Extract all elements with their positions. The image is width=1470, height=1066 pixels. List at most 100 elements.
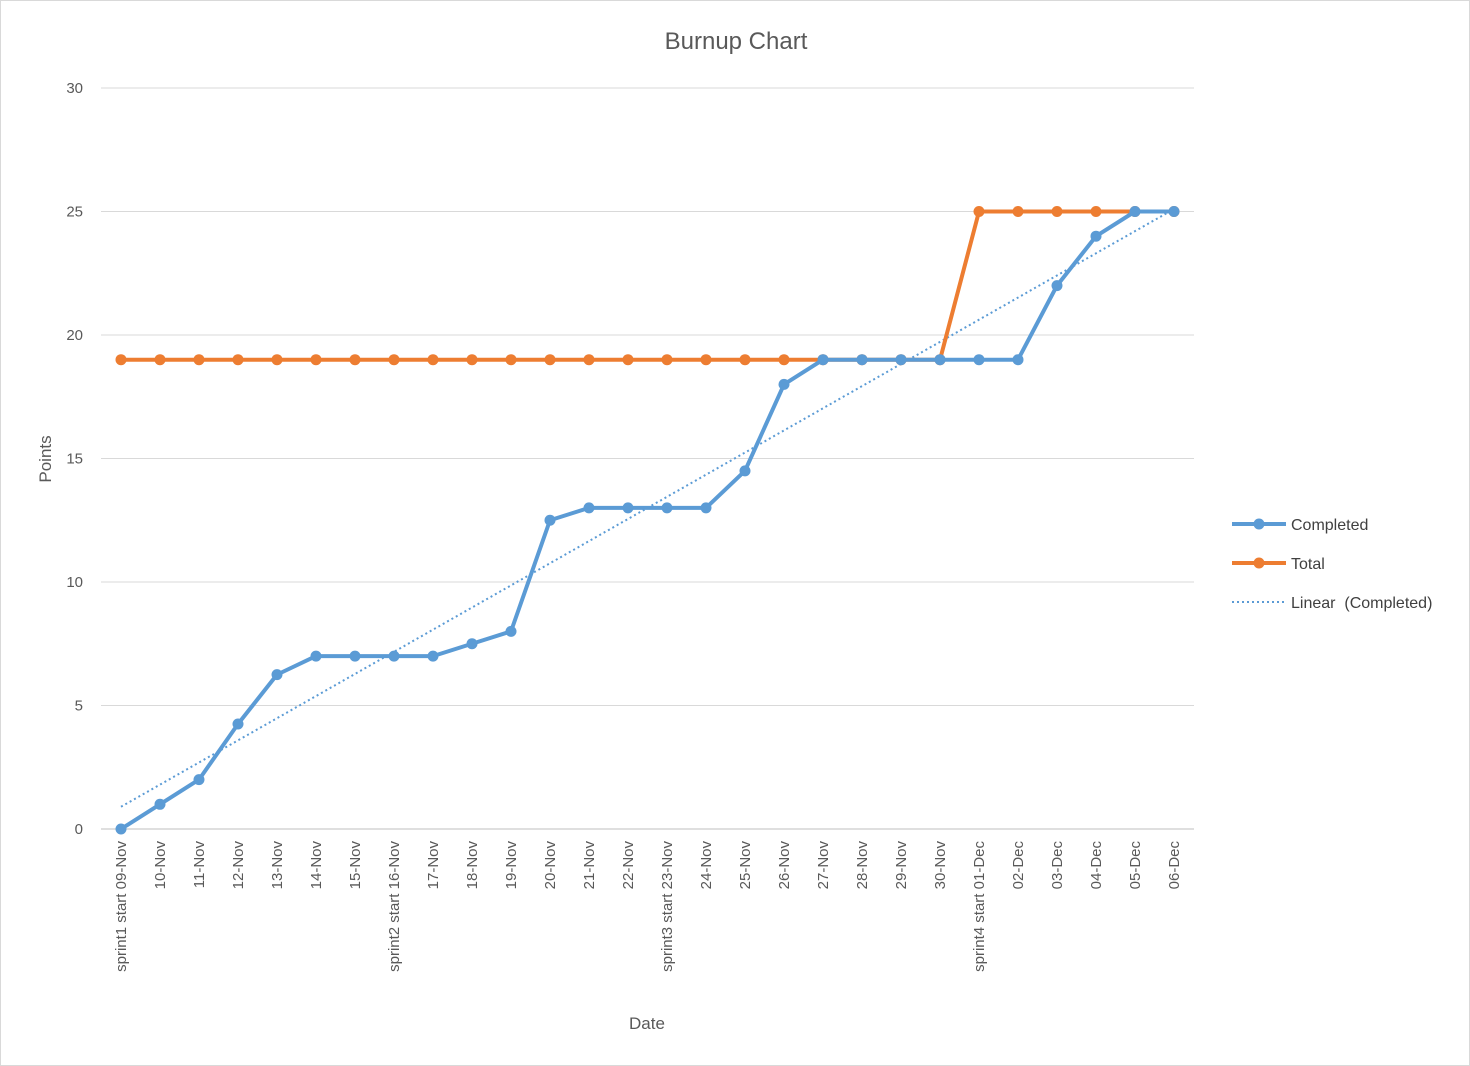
x-tick-label: 24-Nov — [698, 841, 715, 890]
x-tick-label: 17-Nov — [425, 841, 442, 890]
data-point-completed — [739, 465, 751, 477]
data-point-completed — [115, 823, 127, 835]
y-axis-ticks: 0 5 10 15 20 25 30 — [66, 80, 83, 838]
data-point-total — [661, 354, 673, 366]
data-point-total — [115, 354, 127, 366]
legend-marker-completed — [1253, 518, 1265, 530]
data-point-completed — [817, 354, 829, 366]
data-point-total — [1090, 206, 1102, 217]
data-point-total — [583, 354, 595, 366]
data-point-completed — [427, 650, 439, 662]
series-line-completed — [119, 209, 1176, 831]
legend-label-total: Total — [1291, 556, 1325, 573]
data-point-completed — [1129, 206, 1141, 217]
data-point-completed — [934, 354, 946, 366]
x-tick-label: 20-Nov — [542, 841, 559, 890]
data-point-total — [232, 354, 244, 366]
x-axis-ticks: sprint1 start 09-Nov 10-Nov 11-Nov 12-Nov 13… — [113, 841, 1183, 972]
data-point-completed — [700, 502, 712, 514]
data-point-completed — [973, 354, 985, 366]
legend-label-completed: Completed — [1291, 517, 1368, 534]
x-tick-label: 03-Dec — [1049, 841, 1066, 890]
x-tick-label: sprint1 start 09-Nov — [113, 841, 130, 972]
x-tick-label: 02-Dec — [1010, 841, 1027, 890]
data-point-total — [778, 354, 790, 366]
data-point-completed — [1168, 206, 1180, 217]
data-point-completed — [271, 669, 283, 681]
data-point-total — [388, 354, 400, 366]
y-tick-label: 5 — [75, 698, 83, 715]
x-tick-label: 11-Nov — [191, 841, 208, 889]
x-tick-label: 12-Nov — [230, 841, 247, 890]
data-point-total — [310, 354, 322, 366]
y-tick-label: 30 — [66, 80, 83, 97]
data-point-completed — [544, 514, 556, 526]
data-point-total — [700, 354, 712, 366]
x-tick-label: 04-Dec — [1088, 841, 1105, 890]
x-tick-label: 14-Nov — [308, 841, 325, 890]
data-point-completed — [661, 502, 673, 514]
x-tick-label: 26-Nov — [776, 841, 793, 890]
data-point-completed — [154, 798, 166, 810]
data-point-completed — [193, 774, 205, 786]
data-point-total — [154, 354, 166, 366]
series-line-total — [119, 209, 1176, 362]
series-group — [115, 206, 1180, 835]
data-point-total — [622, 354, 634, 366]
y-axis-label: Points — [36, 435, 55, 482]
data-point-completed — [778, 378, 790, 390]
x-tick-label: 19-Nov — [503, 841, 520, 890]
data-point-total — [973, 206, 985, 217]
data-point-total — [349, 354, 361, 366]
data-point-completed — [310, 650, 322, 662]
data-point-total — [505, 354, 517, 366]
data-point-total — [427, 354, 439, 366]
x-tick-label: 06-Dec — [1166, 841, 1183, 890]
x-tick-label: 21-Nov — [581, 841, 598, 890]
x-tick-label: sprint3 start 23-Nov — [659, 841, 676, 972]
x-tick-label: 27-Nov — [815, 841, 832, 890]
data-point-total — [271, 354, 283, 366]
data-point-total — [1012, 206, 1024, 217]
data-point-completed — [505, 625, 517, 637]
y-tick-label: 0 — [75, 821, 83, 838]
x-tick-label: 15-Nov — [347, 841, 364, 890]
x-tick-label: 05-Dec — [1127, 841, 1144, 890]
data-point-completed — [349, 650, 361, 662]
y-tick-label: 10 — [66, 574, 83, 591]
x-axis-label: Date — [629, 1014, 665, 1033]
x-tick-label: 29-Nov — [893, 841, 910, 890]
data-point-total — [544, 354, 556, 366]
data-point-completed — [388, 650, 400, 662]
x-tick-label: 25-Nov — [737, 841, 754, 890]
x-tick-label: 10-Nov — [152, 841, 169, 890]
data-point-completed — [622, 502, 634, 514]
data-point-completed — [1051, 280, 1063, 292]
data-point-completed — [466, 638, 478, 650]
x-tick-label: 13-Nov — [269, 841, 286, 890]
data-point-completed — [583, 502, 595, 514]
chart-title: Burnup Chart — [665, 28, 808, 55]
data-point-total — [466, 354, 478, 366]
legend: Completed Total Linear (Completed) — [1232, 517, 1432, 612]
data-point-completed — [1090, 230, 1102, 242]
data-point-total — [1051, 206, 1063, 217]
data-point-completed — [1012, 354, 1024, 366]
x-tick-label: 28-Nov — [854, 841, 871, 890]
y-tick-label: 15 — [66, 451, 83, 468]
legend-label-linear-completed: Linear (Completed) — [1291, 595, 1432, 612]
gridlines — [101, 87, 1194, 830]
data-point-total — [739, 354, 751, 366]
data-point-total — [193, 354, 205, 366]
x-tick-label: 22-Nov — [620, 841, 637, 890]
data-point-completed — [856, 354, 868, 366]
y-tick-label: 25 — [66, 204, 83, 221]
x-tick-label: 30-Nov — [932, 841, 949, 890]
x-tick-label: 18-Nov — [464, 841, 481, 890]
data-point-completed — [232, 718, 244, 730]
x-tick-label: sprint4 start 01-Dec — [971, 841, 988, 972]
legend-marker-total — [1253, 557, 1265, 569]
data-point-completed — [895, 354, 907, 366]
